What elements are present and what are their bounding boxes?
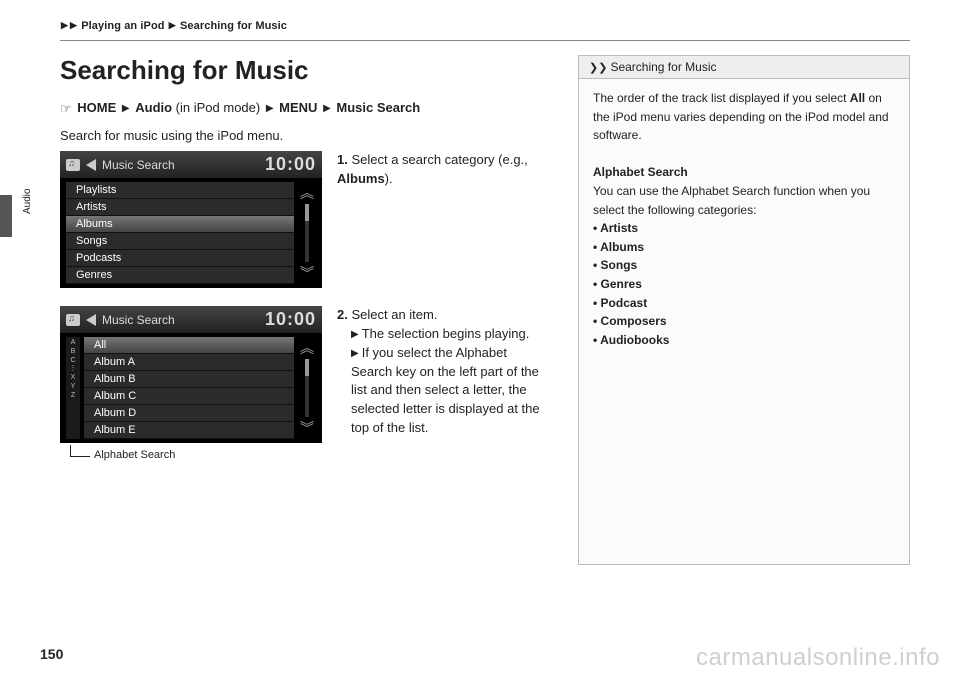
info-paragraph: You can use the Alphabet Search function… <box>593 182 895 219</box>
info-list-item: Audiobooks <box>593 331 895 350</box>
alphabet-search-key: A B C ⋮ X Y Z <box>66 337 80 439</box>
chevron-icon: ▶ <box>169 20 176 30</box>
list-item: Albums <box>66 216 294 233</box>
info-list-item: Songs <box>593 256 895 275</box>
info-list: ArtistsAlbumsSongsGenresPodcastComposers… <box>593 219 895 349</box>
nav-note: (in iPod mode) <box>172 100 264 115</box>
page-title: Searching for Music <box>60 55 550 86</box>
step-number: 1. <box>337 152 348 167</box>
list-item: Songs <box>66 233 294 250</box>
list-item: Album A <box>84 354 294 371</box>
list-item: Playlists <box>66 182 294 199</box>
chevron-down-icon: ︾ <box>300 266 314 280</box>
breadcrumb-part: Searching for Music <box>180 20 287 32</box>
breadcrumb: ▶▶ Playing an iPod ▶ Searching for Music <box>60 20 910 32</box>
info-list-item: Composers <box>593 312 895 331</box>
info-list-item: Podcast <box>593 294 895 313</box>
info-list-item: Genres <box>593 275 895 294</box>
divider <box>60 40 910 41</box>
bullet-icon: ▶ <box>351 348 359 359</box>
info-sidebar-title: Searching for Music <box>610 60 716 74</box>
step-row-1: Music Search 10:00 PlaylistsArtistsAlbum… <box>60 151 550 288</box>
info-list-item: Artists <box>593 219 895 238</box>
nav-path: ☞ HOME ▶ Audio (in iPod mode) ▶ MENU ▶ M… <box>60 100 550 116</box>
scrollbar: ︽ ︾ <box>298 337 316 439</box>
info-list-item: Albums <box>593 238 895 257</box>
nav-step: Audio <box>135 100 172 115</box>
list-item: Album B <box>84 371 294 388</box>
info-sidebar: ❯❯Searching for Music The order of the t… <box>578 55 910 565</box>
back-arrow-icon <box>86 314 96 326</box>
step-text-part: Select an item. <box>351 307 437 322</box>
info-paragraph: The order of the track list displayed if… <box>593 89 895 145</box>
device-screenshot-2: Music Search 10:00 A B C ⋮ X Y <box>60 306 322 443</box>
chevron-icon: ▶ <box>323 103 331 114</box>
step-2-text: 2. Select an item. ▶The selection begins… <box>337 306 550 438</box>
description: Search for music using the iPod menu. <box>60 128 550 143</box>
back-arrow-icon <box>86 159 96 171</box>
info-icon: ❯❯ <box>589 61 607 74</box>
caption-text: Alphabet Search <box>94 449 175 461</box>
scrollbar: ︽ ︾ <box>298 182 316 284</box>
section-tab <box>0 195 12 237</box>
nav-step: HOME <box>77 100 116 115</box>
step-text-bold: Albums <box>337 171 385 186</box>
chevron-icon: ▶ <box>266 103 274 114</box>
chevron-icon: ▶ <box>61 20 68 30</box>
watermark: carmanualsonline.info <box>696 644 940 672</box>
step-sub-text: The selection begins playing. <box>362 326 530 341</box>
clock: 10:00 <box>265 154 316 175</box>
list-item: Album C <box>84 388 294 405</box>
chevron-icon: ▶ <box>122 103 130 114</box>
chevron-icon: ▶ <box>70 20 77 30</box>
step-1-text: 1. Select a search category (e.g., Album… <box>337 151 550 189</box>
info-sidebar-header: ❯❯Searching for Music <box>579 56 909 79</box>
breadcrumb-part: Playing an iPod <box>81 20 164 32</box>
section-label: Audio <box>22 188 33 214</box>
screen-title: Music Search <box>102 313 175 327</box>
music-icon <box>66 159 80 171</box>
bullet-icon: ▶ <box>351 329 359 340</box>
list-item: Artists <box>66 199 294 216</box>
chevron-down-icon: ︾ <box>300 421 314 435</box>
chevron-up-icon: ︽ <box>300 186 314 200</box>
device-screenshot-1: Music Search 10:00 PlaylistsArtistsAlbum… <box>60 151 322 288</box>
list-item: All <box>84 337 294 354</box>
list-item: Genres <box>66 267 294 284</box>
hand-icon: ☞ <box>60 101 72 117</box>
page-content: ▶▶ Playing an iPod ▶ Searching for Music… <box>0 0 960 595</box>
chevron-up-icon: ︽ <box>300 341 314 355</box>
nav-step: MENU <box>279 100 317 115</box>
step-row-2: Music Search 10:00 A B C ⋮ X Y <box>60 306 550 461</box>
page-number: 150 <box>40 646 63 662</box>
step-text-part: ). <box>385 171 393 186</box>
list-item: Album E <box>84 422 294 439</box>
nav-step: Music Search <box>336 100 420 115</box>
music-icon <box>66 314 80 326</box>
step-text-part: Select a search category (e.g., <box>351 152 527 167</box>
main-column: Searching for Music ☞ HOME ▶ Audio (in i… <box>60 55 550 565</box>
clock: 10:00 <box>265 309 316 330</box>
list-item: Album D <box>84 405 294 422</box>
caption: Alphabet Search <box>60 445 322 461</box>
info-heading: Alphabet Search <box>593 163 895 182</box>
step-sub-text: If you select the Alphabet Search key on… <box>351 345 540 435</box>
list-item: Podcasts <box>66 250 294 267</box>
screen-title: Music Search <box>102 158 175 172</box>
step-number: 2. <box>337 307 348 322</box>
